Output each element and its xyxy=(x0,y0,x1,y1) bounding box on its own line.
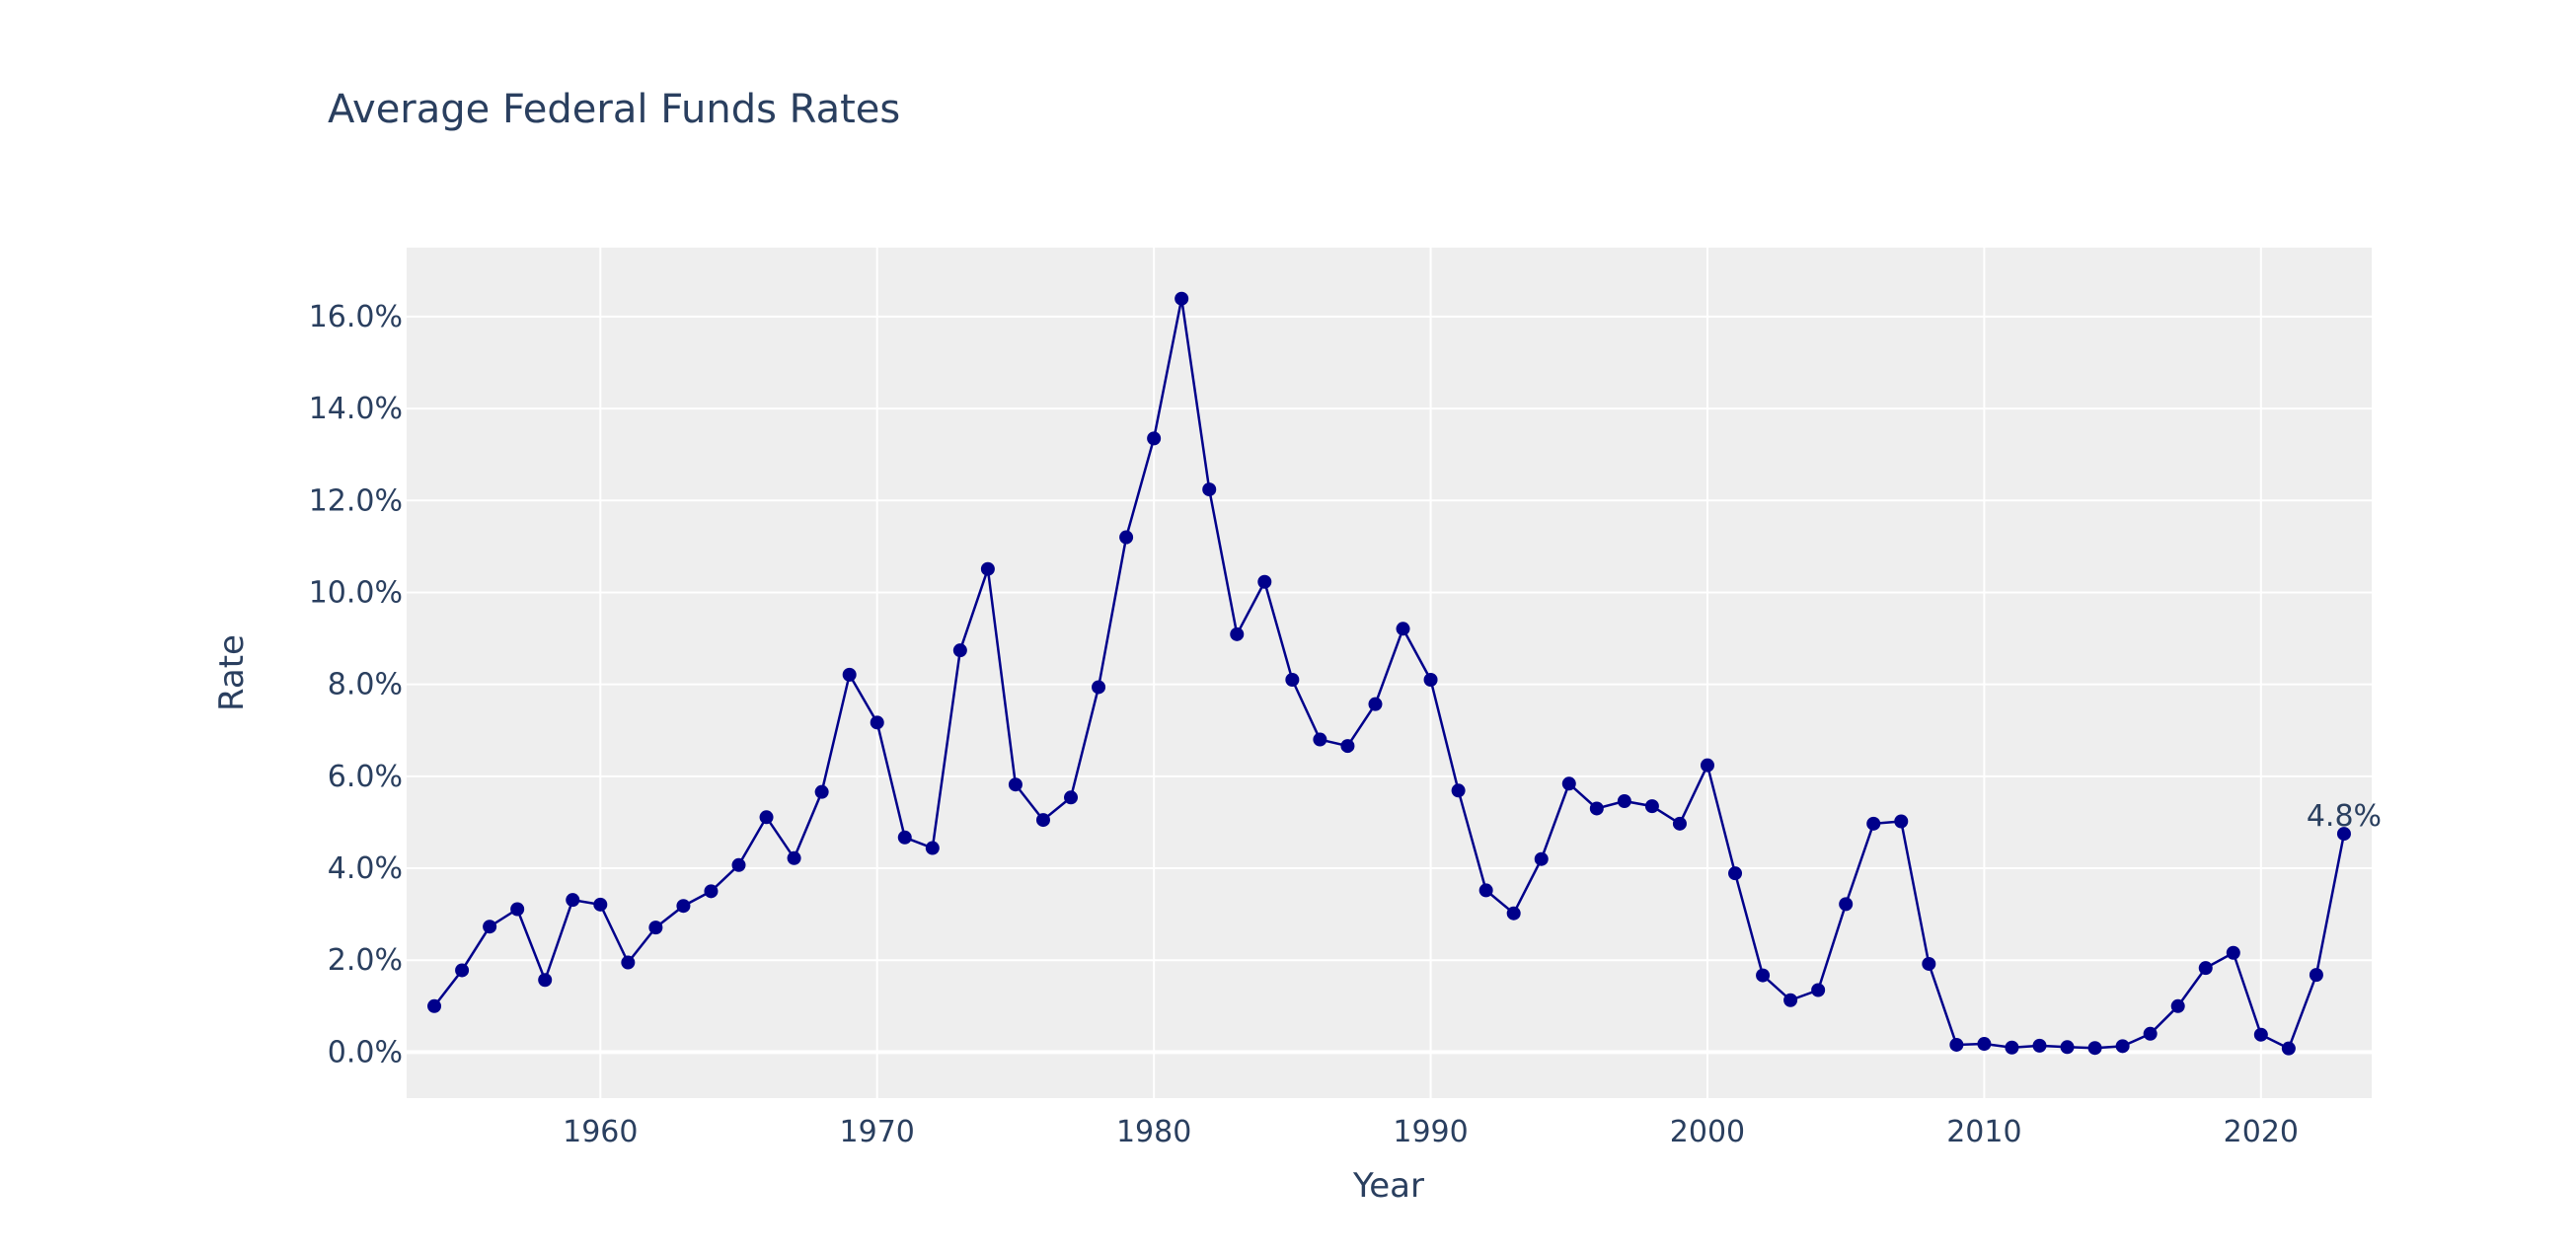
data-point xyxy=(2226,945,2240,960)
data-point xyxy=(814,784,829,799)
data-point xyxy=(1396,622,1410,636)
data-point xyxy=(787,850,801,865)
y-tick-label: 8.0% xyxy=(328,668,403,702)
data-point xyxy=(1064,790,1079,805)
data-point xyxy=(2198,961,2213,976)
data-point xyxy=(952,643,967,658)
y-tick-label: 14.0% xyxy=(309,392,403,426)
data-point xyxy=(1700,758,1714,773)
data-point xyxy=(1534,851,1549,866)
y-tick-label: 12.0% xyxy=(309,483,403,518)
series-line xyxy=(433,298,2346,1051)
data-point xyxy=(1285,672,1300,687)
x-tick-label: 1980 xyxy=(1116,1115,1191,1149)
chart-title: Average Federal Funds Rates xyxy=(328,87,900,132)
data-annotation: 4.8% xyxy=(2307,799,2382,834)
data-point xyxy=(1977,1037,1992,1052)
data-point xyxy=(455,963,470,978)
data-point xyxy=(1644,799,1659,814)
data-point xyxy=(483,920,497,934)
data-point xyxy=(2060,1040,2075,1055)
data-point xyxy=(2309,968,2323,983)
x-tick-label: 1970 xyxy=(840,1115,915,1149)
data-point xyxy=(1589,801,1604,816)
data-point xyxy=(1340,739,1355,754)
data-point xyxy=(1728,866,1743,881)
data-point xyxy=(1202,482,1217,497)
x-axis-ticks: 1960 1970 1980 1990 2000 2010 2020 xyxy=(563,1115,2299,1149)
y-tick-label: 4.0% xyxy=(328,851,403,886)
x-tick-label: 2020 xyxy=(2224,1115,2299,1149)
data-point xyxy=(2253,1027,2268,1042)
data-point xyxy=(2336,827,2351,842)
data-point xyxy=(1092,680,1106,695)
data-point xyxy=(2005,1040,2019,1055)
y-axis-title: Rate xyxy=(212,634,252,711)
data-point xyxy=(1257,574,1272,589)
data-point xyxy=(925,841,940,855)
data-point xyxy=(1783,993,1798,1007)
data-point xyxy=(1147,431,1162,446)
data-point xyxy=(1008,777,1023,792)
data-point xyxy=(1922,956,1936,971)
data-point xyxy=(538,973,553,988)
data-point xyxy=(1119,530,1134,545)
data-point xyxy=(593,897,608,912)
x-tick-label: 2000 xyxy=(1670,1115,1745,1149)
y-tick-label: 0.0% xyxy=(328,1035,403,1069)
plot-area xyxy=(407,248,2372,1098)
data-point xyxy=(2170,998,2185,1013)
x-tick-label: 1990 xyxy=(1393,1115,1468,1149)
data-point xyxy=(1894,814,1909,829)
data-point xyxy=(2032,1038,2047,1053)
data-point xyxy=(1035,813,1050,828)
data-point xyxy=(2281,1041,2296,1056)
data-point xyxy=(980,561,995,576)
annotations: 4.8% xyxy=(2307,799,2382,834)
y-tick-label: 16.0% xyxy=(309,300,403,334)
data-point xyxy=(1478,883,1493,898)
data-point xyxy=(731,857,746,872)
data-point xyxy=(621,955,636,970)
data-point xyxy=(704,884,719,899)
data-point xyxy=(2143,1026,2158,1041)
x-grid xyxy=(599,248,2262,1098)
data-point xyxy=(1756,968,1771,983)
x-axis-title: Year xyxy=(1352,1166,1424,1206)
data-point xyxy=(1451,783,1466,798)
data-point xyxy=(842,667,857,682)
data-point xyxy=(648,921,663,935)
data-point xyxy=(510,902,525,917)
data-point xyxy=(1811,983,1826,997)
data-point xyxy=(2087,1041,2102,1056)
x-tick-label: 1960 xyxy=(563,1115,638,1149)
y-tick-label: 10.0% xyxy=(309,575,403,610)
y-tick-label: 2.0% xyxy=(328,943,403,978)
data-point xyxy=(1506,906,1521,921)
data-point xyxy=(1949,1037,1964,1052)
data-point xyxy=(1174,291,1189,306)
data-point xyxy=(870,715,884,730)
data-point xyxy=(897,830,912,845)
data-point xyxy=(759,810,774,825)
x-tick-label: 2010 xyxy=(1946,1115,2021,1149)
data-point xyxy=(1423,672,1438,687)
data-point xyxy=(1368,697,1383,711)
data-point xyxy=(566,893,580,908)
data-point xyxy=(1313,732,1327,747)
data-point xyxy=(1561,776,1576,791)
data-point xyxy=(1617,793,1631,808)
series-points xyxy=(427,291,2351,1056)
y-axis-ticks: 0.0% 2.0% 4.0% 6.0% 8.0% 10.0% 12.0% 14.0% 16.0% xyxy=(309,300,403,1070)
y-tick-label: 6.0% xyxy=(328,760,403,794)
data-point xyxy=(1839,897,1854,912)
data-point xyxy=(1866,816,1881,831)
data-point xyxy=(427,998,442,1013)
data-point xyxy=(1230,626,1245,641)
data-point xyxy=(2115,1039,2130,1054)
y-grid xyxy=(407,315,2372,1055)
data-point xyxy=(676,899,691,914)
data-point xyxy=(1672,816,1687,831)
